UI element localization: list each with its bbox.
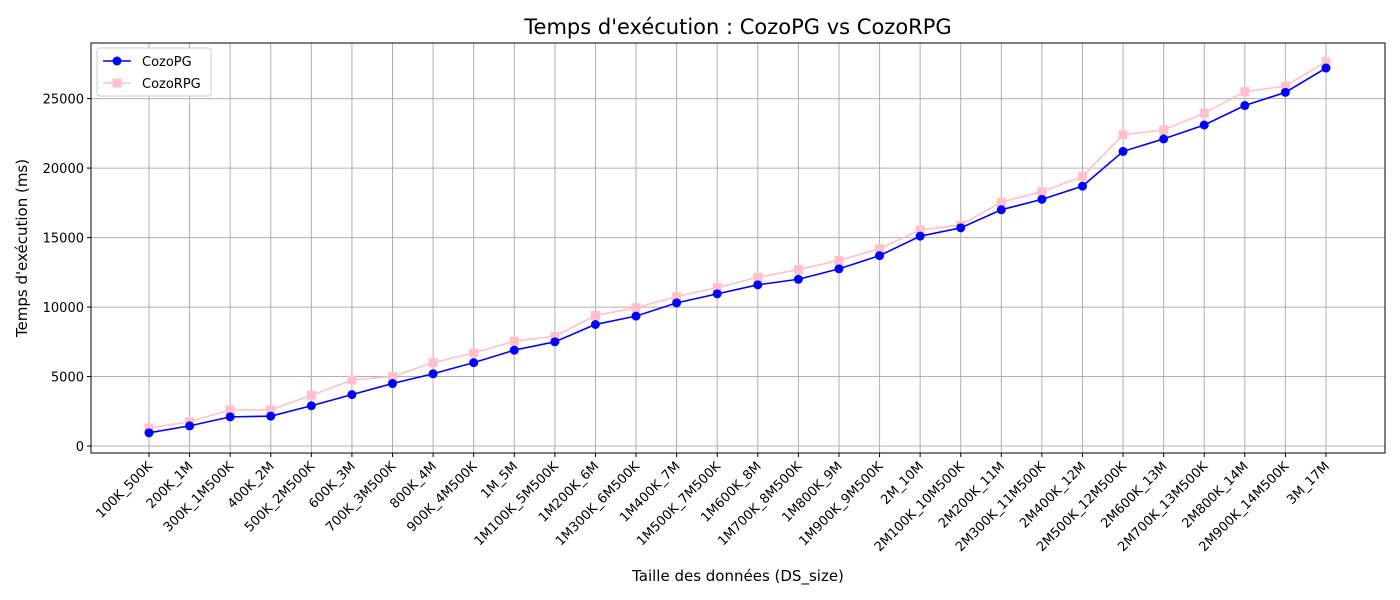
series-line [148, 61, 1327, 429]
data-point [793, 274, 803, 284]
data-point [793, 265, 803, 275]
legend-box [96, 47, 212, 97]
grid [91, 43, 1385, 453]
plot-frame [90, 42, 1386, 454]
data-point [509, 336, 519, 346]
y-tick-label: 0 [76, 440, 84, 455]
data-point [956, 223, 966, 233]
data-point [469, 358, 479, 368]
data-point [225, 405, 235, 415]
data-point [428, 358, 438, 368]
series-line [148, 67, 1327, 434]
data-point [1240, 101, 1250, 111]
data-point [1280, 81, 1290, 91]
data-point [144, 423, 154, 433]
data-point [1159, 125, 1169, 135]
data-point [185, 421, 195, 431]
data-point [834, 264, 844, 274]
series-cozopg [144, 63, 1331, 438]
data-point [672, 292, 682, 302]
data-point [550, 331, 560, 341]
data-point [347, 390, 357, 400]
data-point [590, 310, 600, 320]
data-point [875, 251, 885, 261]
data-point [631, 303, 641, 313]
legend-label: CozoPG [142, 55, 192, 70]
data-point [306, 401, 316, 411]
data-point [1240, 87, 1250, 97]
data-point [1118, 146, 1128, 156]
data-point [306, 390, 316, 400]
data-point [266, 405, 276, 415]
data-point [509, 345, 519, 355]
legend-marker [112, 56, 122, 66]
data-point [996, 197, 1006, 207]
y-tick-label: 10000 [43, 301, 84, 316]
data-point [753, 280, 763, 290]
data-point [875, 244, 885, 254]
y-axis-label: Temps d'exécution (ms) [13, 159, 31, 338]
data-point [266, 411, 276, 421]
data-point [915, 225, 925, 235]
data-point [347, 375, 357, 385]
y-axis: 0 5000 10000 15000 20000 25000 [43, 93, 91, 455]
data-point [753, 272, 763, 282]
data-point [1037, 187, 1047, 197]
y-tick-label: 20000 [43, 162, 84, 177]
data-point [1077, 181, 1087, 191]
data-point [712, 283, 722, 293]
data-point [144, 428, 154, 438]
y-tick-label: 5000 [51, 371, 84, 386]
data-point [1321, 57, 1331, 67]
data-point [1280, 87, 1290, 97]
legend-marker [112, 78, 122, 88]
data-point [996, 205, 1006, 215]
data-point [915, 231, 925, 241]
data-point [388, 379, 398, 389]
data-point [590, 319, 600, 329]
x-axis-label: Taille des données (DS_size) [631, 567, 844, 586]
data-point [1321, 63, 1331, 73]
data-point [1037, 194, 1047, 204]
data-point [712, 289, 722, 299]
y-tick-label: 15000 [43, 232, 84, 247]
y-tick-label: 25000 [43, 93, 84, 108]
data-point [1159, 134, 1169, 144]
data-point [672, 298, 682, 308]
data-point [1199, 120, 1209, 130]
series-layer [144, 57, 1331, 438]
data-point [1199, 108, 1209, 118]
legend-label: CozoRPG [142, 77, 201, 92]
legend: CozoPG CozoRPG [96, 47, 212, 97]
data-point [1118, 130, 1128, 140]
data-point [834, 256, 844, 266]
data-point [1077, 171, 1087, 181]
data-point [550, 337, 560, 347]
chart-title: Temps d'exécution : CozoPG vs CozoRPG [523, 15, 951, 39]
data-point [631, 311, 641, 321]
data-point [428, 369, 438, 379]
data-point [225, 412, 235, 422]
data-point [469, 348, 479, 358]
data-point [388, 372, 398, 382]
